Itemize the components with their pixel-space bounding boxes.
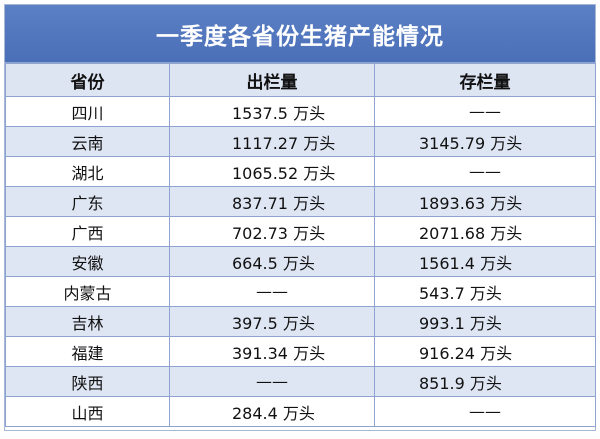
province-cell: 内蒙古 — [5, 276, 170, 307]
table-card: 一季度各省份生猪产能情况 省份 出栏量 存栏量 四川 1537.5 万头 —— … — [4, 4, 596, 431]
table-row: 云南 1117.27 万头 3145.79 万头 — [5, 126, 596, 157]
table-row: 内蒙古 —— 543.7 万头 — [5, 276, 596, 307]
output-cell: 391.34 万头 — [169, 336, 375, 367]
output-cell: —— — [169, 366, 375, 397]
stock-cell: 543.7 万头 — [374, 276, 596, 307]
stock-cell: —— — [374, 156, 596, 187]
output-cell: —— — [169, 276, 375, 307]
table-row: 四川 1537.5 万头 —— — [5, 96, 596, 127]
province-cell: 吉林 — [5, 306, 170, 337]
output-cell: 1065.52 万头 — [169, 156, 375, 187]
stock-cell: 851.9 万头 — [374, 366, 596, 397]
table-row: 吉林 397.5 万头 993.1 万头 — [5, 306, 596, 337]
output-cell: 284.4 万头 — [169, 396, 375, 427]
stock-cell: —— — [374, 396, 596, 427]
province-cell: 云南 — [5, 126, 170, 157]
capacity-table: 省份 出栏量 存栏量 四川 1537.5 万头 —— 云南 1117.27 万头… — [5, 63, 596, 427]
table-row: 湖北 1065.52 万头 —— — [5, 156, 596, 187]
output-cell: 702.73 万头 — [169, 216, 375, 247]
table-row: 福建 391.34 万头 916.24 万头 — [5, 336, 596, 367]
stock-cell: 993.1 万头 — [374, 306, 596, 337]
stock-cell: 2071.68 万头 — [374, 216, 596, 247]
table-title: 一季度各省份生猪产能情况 — [5, 5, 595, 63]
province-cell: 湖北 — [5, 156, 170, 187]
province-cell: 广西 — [5, 216, 170, 247]
output-cell: 1117.27 万头 — [169, 126, 375, 157]
output-cell: 837.71 万头 — [169, 186, 375, 217]
province-cell: 广东 — [5, 186, 170, 217]
table-row: 陕西 —— 851.9 万头 — [5, 366, 596, 397]
header-output: 出栏量 — [169, 63, 375, 97]
stock-cell: 1893.63 万头 — [374, 186, 596, 217]
stock-cell: 3145.79 万头 — [374, 126, 596, 157]
stock-cell: 1561.4 万头 — [374, 246, 596, 277]
table-row: 广西 702.73 万头 2071.68 万头 — [5, 216, 596, 247]
output-cell: 397.5 万头 — [169, 306, 375, 337]
header-row: 省份 出栏量 存栏量 — [5, 63, 596, 97]
output-cell: 1537.5 万头 — [169, 96, 375, 127]
province-cell: 山西 — [5, 396, 170, 427]
province-cell: 陕西 — [5, 366, 170, 397]
table-row: 安徽 664.5 万头 1561.4 万头 — [5, 246, 596, 277]
table-row: 山西 284.4 万头 —— — [5, 396, 596, 427]
province-cell: 福建 — [5, 336, 170, 367]
header-province: 省份 — [5, 63, 170, 97]
stock-cell: 916.24 万头 — [374, 336, 596, 367]
output-cell: 664.5 万头 — [169, 246, 375, 277]
table-row: 广东 837.71 万头 1893.63 万头 — [5, 186, 596, 217]
province-cell: 安徽 — [5, 246, 170, 277]
header-stock: 存栏量 — [374, 63, 596, 97]
province-cell: 四川 — [5, 96, 170, 127]
stock-cell: —— — [374, 96, 596, 127]
